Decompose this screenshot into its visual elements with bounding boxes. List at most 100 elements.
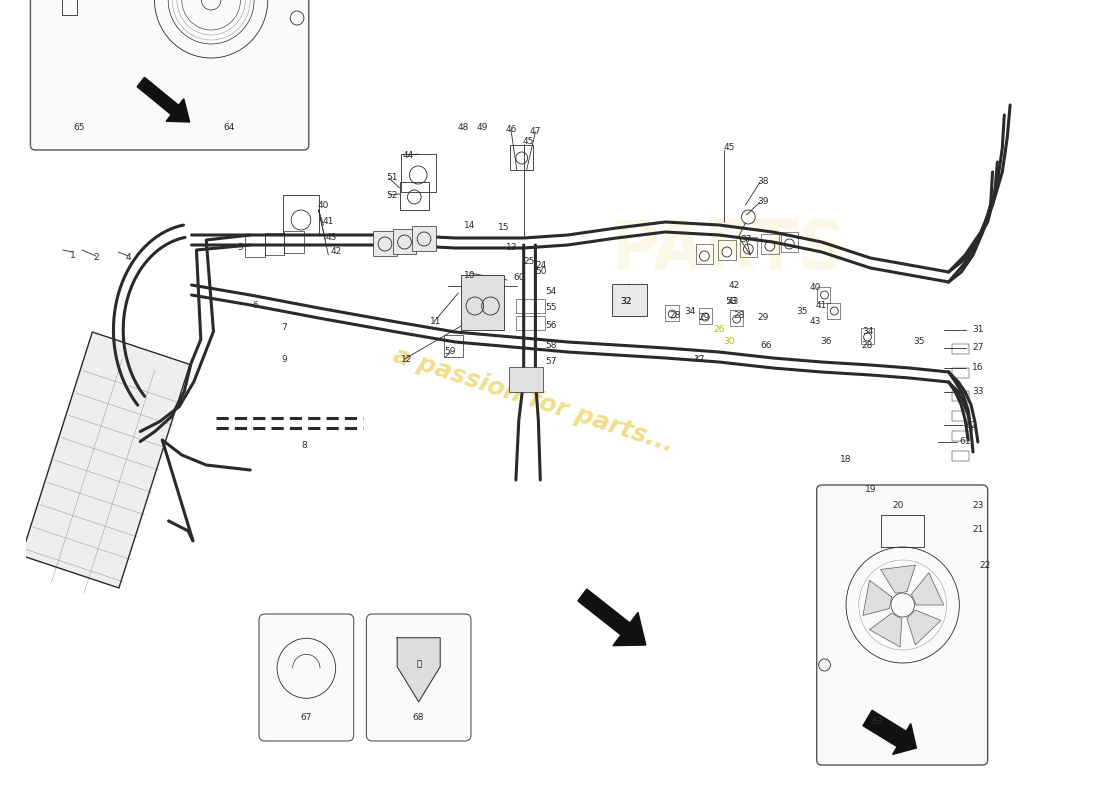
Bar: [399, 182, 429, 210]
Text: 28: 28: [670, 310, 681, 319]
Bar: [860, 328, 875, 344]
Text: 61: 61: [959, 438, 971, 446]
Bar: [393, 229, 416, 254]
Text: 34: 34: [684, 307, 695, 317]
Text: 7: 7: [282, 323, 287, 333]
Bar: [952, 431, 969, 441]
Bar: [373, 231, 397, 256]
Text: 36: 36: [821, 338, 833, 346]
Text: 44: 44: [403, 150, 414, 159]
Bar: [510, 145, 534, 170]
Text: a passion for parts...: a passion for parts...: [390, 343, 676, 457]
Text: 5: 5: [238, 242, 243, 251]
Text: 22: 22: [979, 561, 990, 570]
FancyBboxPatch shape: [366, 614, 471, 741]
Text: 29: 29: [757, 314, 769, 322]
FancyBboxPatch shape: [258, 614, 354, 741]
Polygon shape: [864, 580, 892, 615]
Polygon shape: [864, 710, 916, 754]
Text: 41: 41: [322, 218, 334, 226]
Text: 15: 15: [498, 223, 510, 233]
Text: 58: 58: [546, 341, 557, 350]
Bar: [826, 303, 840, 319]
Text: 10: 10: [464, 270, 475, 279]
Text: 4: 4: [125, 253, 131, 262]
Text: 6: 6: [252, 301, 258, 310]
Bar: [952, 391, 969, 401]
Bar: [284, 195, 319, 235]
Text: 25: 25: [522, 258, 535, 266]
Text: 50: 50: [536, 267, 547, 277]
Text: 47: 47: [530, 127, 541, 137]
Text: 55: 55: [546, 303, 557, 313]
Text: PARTS: PARTS: [610, 217, 847, 283]
Text: 17: 17: [694, 355, 705, 365]
Text: 9: 9: [282, 355, 287, 365]
Text: 1: 1: [69, 250, 75, 259]
Text: 56: 56: [546, 321, 557, 330]
Bar: [62, 0, 77, 15]
Bar: [729, 310, 744, 326]
Polygon shape: [906, 610, 940, 645]
Text: 19: 19: [865, 486, 877, 494]
Polygon shape: [397, 638, 440, 702]
Bar: [245, 235, 265, 257]
Text: 14: 14: [464, 221, 475, 230]
Text: 38: 38: [757, 178, 769, 186]
FancyBboxPatch shape: [816, 485, 988, 765]
Text: 64: 64: [223, 122, 234, 131]
Text: 59: 59: [444, 347, 456, 357]
Text: 31: 31: [972, 326, 983, 334]
Bar: [718, 240, 736, 260]
Bar: [666, 305, 679, 321]
Text: 32: 32: [620, 298, 631, 306]
Text: 43: 43: [728, 298, 739, 306]
Text: 40: 40: [810, 283, 821, 293]
Text: 28: 28: [861, 341, 873, 350]
Text: 33: 33: [972, 387, 983, 397]
Polygon shape: [138, 78, 189, 122]
Text: 67: 67: [300, 714, 311, 722]
Bar: [952, 411, 969, 421]
Text: 65: 65: [74, 122, 85, 131]
Polygon shape: [21, 332, 190, 588]
Text: 45: 45: [522, 138, 535, 146]
Text: 63: 63: [871, 718, 883, 726]
Text: 66: 66: [760, 341, 772, 350]
Text: 42: 42: [330, 247, 342, 257]
Text: 18: 18: [840, 455, 851, 465]
Text: 62: 62: [966, 421, 977, 430]
Text: 34: 34: [861, 327, 873, 337]
Text: 🐎: 🐎: [416, 659, 421, 668]
Text: 51: 51: [386, 174, 397, 182]
Bar: [761, 234, 779, 254]
Bar: [816, 287, 831, 303]
Text: 54: 54: [546, 287, 557, 297]
Text: 35: 35: [913, 338, 925, 346]
FancyBboxPatch shape: [31, 0, 309, 150]
Text: 53: 53: [725, 298, 737, 306]
Text: 39: 39: [757, 198, 769, 206]
Bar: [781, 232, 799, 252]
Bar: [881, 515, 924, 547]
Bar: [698, 308, 712, 324]
Text: 30: 30: [723, 338, 735, 346]
Text: 43: 43: [810, 318, 821, 326]
Text: 49: 49: [477, 123, 488, 133]
Text: 26: 26: [714, 326, 725, 334]
Text: 32: 32: [620, 298, 631, 306]
Text: 16: 16: [972, 363, 983, 373]
Text: 21: 21: [972, 526, 983, 534]
Bar: [516, 316, 546, 330]
Bar: [412, 226, 436, 251]
Text: 57: 57: [546, 358, 557, 366]
Polygon shape: [869, 614, 902, 647]
Text: 12: 12: [400, 355, 412, 365]
Text: 24: 24: [536, 261, 547, 270]
Text: 48: 48: [458, 123, 469, 133]
Text: 42: 42: [728, 281, 739, 290]
Bar: [952, 368, 969, 378]
Text: 46: 46: [505, 126, 517, 134]
Bar: [739, 237, 757, 257]
Bar: [952, 344, 969, 354]
